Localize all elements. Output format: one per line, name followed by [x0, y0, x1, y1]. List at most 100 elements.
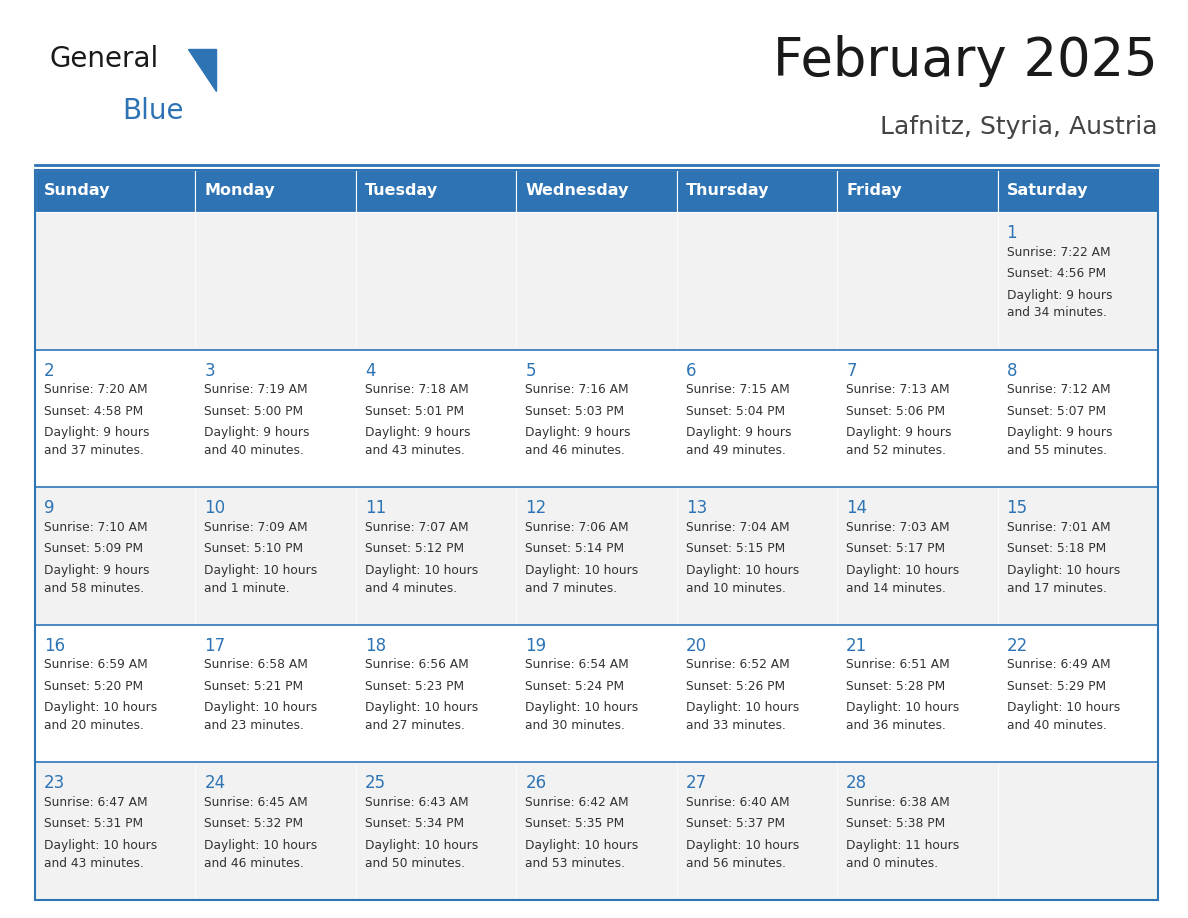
Text: Sunset: 5:38 PM: Sunset: 5:38 PM: [846, 817, 946, 831]
Text: Daylight: 10 hours
and 43 minutes.: Daylight: 10 hours and 43 minutes.: [44, 839, 157, 870]
Text: Sunrise: 6:54 AM: Sunrise: 6:54 AM: [525, 658, 628, 671]
Text: Sunrise: 7:13 AM: Sunrise: 7:13 AM: [846, 383, 949, 396]
Text: 8: 8: [1006, 362, 1017, 380]
Text: 20: 20: [685, 637, 707, 655]
Bar: [34, 625, 1158, 763]
Text: Sunrise: 7:15 AM: Sunrise: 7:15 AM: [685, 383, 790, 396]
Text: Thursday: Thursday: [685, 184, 769, 198]
Text: Sunset: 4:58 PM: Sunset: 4:58 PM: [44, 405, 144, 418]
Text: 15: 15: [1006, 499, 1028, 517]
Text: Sunset: 5:26 PM: Sunset: 5:26 PM: [685, 680, 785, 693]
Text: Sunset: 5:09 PM: Sunset: 5:09 PM: [44, 543, 143, 555]
Text: Blue: Blue: [122, 97, 183, 125]
Text: Sunrise: 6:43 AM: Sunrise: 6:43 AM: [365, 796, 468, 809]
Bar: [34, 170, 1158, 900]
Text: 12: 12: [525, 499, 546, 517]
Text: Sunrise: 6:40 AM: Sunrise: 6:40 AM: [685, 796, 789, 809]
Text: 27: 27: [685, 775, 707, 792]
Bar: [34, 763, 1158, 900]
Text: Sunset: 5:31 PM: Sunset: 5:31 PM: [44, 817, 143, 831]
Text: Daylight: 10 hours
and 27 minutes.: Daylight: 10 hours and 27 minutes.: [365, 701, 478, 733]
Text: Sunrise: 7:04 AM: Sunrise: 7:04 AM: [685, 521, 789, 533]
Text: 11: 11: [365, 499, 386, 517]
Text: Daylight: 10 hours
and 46 minutes.: Daylight: 10 hours and 46 minutes.: [204, 839, 317, 870]
Text: Sunrise: 6:38 AM: Sunrise: 6:38 AM: [846, 796, 950, 809]
Text: Daylight: 10 hours
and 23 minutes.: Daylight: 10 hours and 23 minutes.: [204, 701, 317, 733]
Bar: [517, 170, 677, 212]
Text: General: General: [50, 45, 159, 73]
Text: Sunset: 5:29 PM: Sunset: 5:29 PM: [1006, 680, 1106, 693]
Text: Lafnitz, Styria, Austria: Lafnitz, Styria, Austria: [880, 115, 1158, 139]
Text: 24: 24: [204, 775, 226, 792]
Text: Sunset: 5:21 PM: Sunset: 5:21 PM: [204, 680, 304, 693]
Text: Daylight: 9 hours
and 37 minutes.: Daylight: 9 hours and 37 minutes.: [44, 426, 150, 457]
Text: Wednesday: Wednesday: [525, 184, 628, 198]
Text: Sunset: 5:00 PM: Sunset: 5:00 PM: [204, 405, 304, 418]
Text: Daylight: 10 hours
and 14 minutes.: Daylight: 10 hours and 14 minutes.: [846, 564, 960, 595]
Text: 6: 6: [685, 362, 696, 380]
Text: Daylight: 10 hours
and 56 minutes.: Daylight: 10 hours and 56 minutes.: [685, 839, 800, 870]
Text: 16: 16: [44, 637, 65, 655]
Text: Sunset: 5:37 PM: Sunset: 5:37 PM: [685, 817, 785, 831]
Text: Sunrise: 6:52 AM: Sunrise: 6:52 AM: [685, 658, 790, 671]
Text: 21: 21: [846, 637, 867, 655]
Text: 26: 26: [525, 775, 546, 792]
Text: 4: 4: [365, 362, 375, 380]
Text: 10: 10: [204, 499, 226, 517]
Text: Tuesday: Tuesday: [365, 184, 438, 198]
Text: Daylight: 10 hours
and 50 minutes.: Daylight: 10 hours and 50 minutes.: [365, 839, 478, 870]
Text: Sunrise: 7:10 AM: Sunrise: 7:10 AM: [44, 521, 147, 533]
Text: 25: 25: [365, 775, 386, 792]
Text: Daylight: 10 hours
and 53 minutes.: Daylight: 10 hours and 53 minutes.: [525, 839, 638, 870]
Polygon shape: [188, 49, 216, 91]
Text: Daylight: 9 hours
and 49 minutes.: Daylight: 9 hours and 49 minutes.: [685, 426, 791, 457]
Bar: [196, 170, 356, 212]
Text: Sunrise: 7:01 AM: Sunrise: 7:01 AM: [1006, 521, 1111, 533]
Text: Sunset: 5:28 PM: Sunset: 5:28 PM: [846, 680, 946, 693]
Text: Daylight: 10 hours
and 20 minutes.: Daylight: 10 hours and 20 minutes.: [44, 701, 157, 733]
Bar: [34, 487, 1158, 625]
Text: Sunset: 5:06 PM: Sunset: 5:06 PM: [846, 405, 946, 418]
Text: Daylight: 10 hours
and 1 minute.: Daylight: 10 hours and 1 minute.: [204, 564, 317, 595]
Text: Daylight: 9 hours
and 52 minutes.: Daylight: 9 hours and 52 minutes.: [846, 426, 952, 457]
Text: Sunrise: 7:06 AM: Sunrise: 7:06 AM: [525, 521, 628, 533]
Text: Sunset: 5:15 PM: Sunset: 5:15 PM: [685, 543, 785, 555]
Text: Daylight: 9 hours
and 58 minutes.: Daylight: 9 hours and 58 minutes.: [44, 564, 150, 595]
Text: Daylight: 9 hours
and 55 minutes.: Daylight: 9 hours and 55 minutes.: [1006, 426, 1112, 457]
Text: Daylight: 9 hours
and 46 minutes.: Daylight: 9 hours and 46 minutes.: [525, 426, 631, 457]
Text: 14: 14: [846, 499, 867, 517]
Text: 1: 1: [1006, 224, 1017, 242]
Text: Sunset: 5:03 PM: Sunset: 5:03 PM: [525, 405, 625, 418]
Text: 18: 18: [365, 637, 386, 655]
Text: Daylight: 10 hours
and 36 minutes.: Daylight: 10 hours and 36 minutes.: [846, 701, 960, 733]
Text: Sunday: Sunday: [44, 184, 110, 198]
Text: Daylight: 10 hours
and 17 minutes.: Daylight: 10 hours and 17 minutes.: [1006, 564, 1120, 595]
Bar: [356, 170, 517, 212]
Text: 5: 5: [525, 362, 536, 380]
Text: Friday: Friday: [846, 184, 902, 198]
Text: 19: 19: [525, 637, 546, 655]
Text: 23: 23: [44, 775, 65, 792]
Text: 7: 7: [846, 362, 857, 380]
Text: Daylight: 9 hours
and 40 minutes.: Daylight: 9 hours and 40 minutes.: [204, 426, 310, 457]
Text: Monday: Monday: [204, 184, 276, 198]
Bar: [677, 170, 838, 212]
Text: Sunrise: 6:51 AM: Sunrise: 6:51 AM: [846, 658, 950, 671]
Text: Sunset: 5:17 PM: Sunset: 5:17 PM: [846, 543, 946, 555]
Text: Sunset: 5:23 PM: Sunset: 5:23 PM: [365, 680, 465, 693]
Text: Sunset: 5:12 PM: Sunset: 5:12 PM: [365, 543, 465, 555]
Text: Sunset: 5:01 PM: Sunset: 5:01 PM: [365, 405, 465, 418]
Text: 17: 17: [204, 637, 226, 655]
Text: Sunset: 5:10 PM: Sunset: 5:10 PM: [204, 543, 304, 555]
Text: Sunrise: 7:03 AM: Sunrise: 7:03 AM: [846, 521, 949, 533]
Text: Sunrise: 7:09 AM: Sunrise: 7:09 AM: [204, 521, 308, 533]
Text: Sunrise: 7:07 AM: Sunrise: 7:07 AM: [365, 521, 468, 533]
Text: Sunrise: 6:49 AM: Sunrise: 6:49 AM: [1006, 658, 1111, 671]
Text: Daylight: 11 hours
and 0 minutes.: Daylight: 11 hours and 0 minutes.: [846, 839, 960, 870]
Text: 2: 2: [44, 362, 55, 380]
Text: Sunrise: 6:59 AM: Sunrise: 6:59 AM: [44, 658, 147, 671]
Text: Daylight: 10 hours
and 33 minutes.: Daylight: 10 hours and 33 minutes.: [685, 701, 800, 733]
Text: Daylight: 9 hours
and 34 minutes.: Daylight: 9 hours and 34 minutes.: [1006, 288, 1112, 319]
Text: Daylight: 10 hours
and 10 minutes.: Daylight: 10 hours and 10 minutes.: [685, 564, 800, 595]
Text: Sunrise: 6:56 AM: Sunrise: 6:56 AM: [365, 658, 468, 671]
